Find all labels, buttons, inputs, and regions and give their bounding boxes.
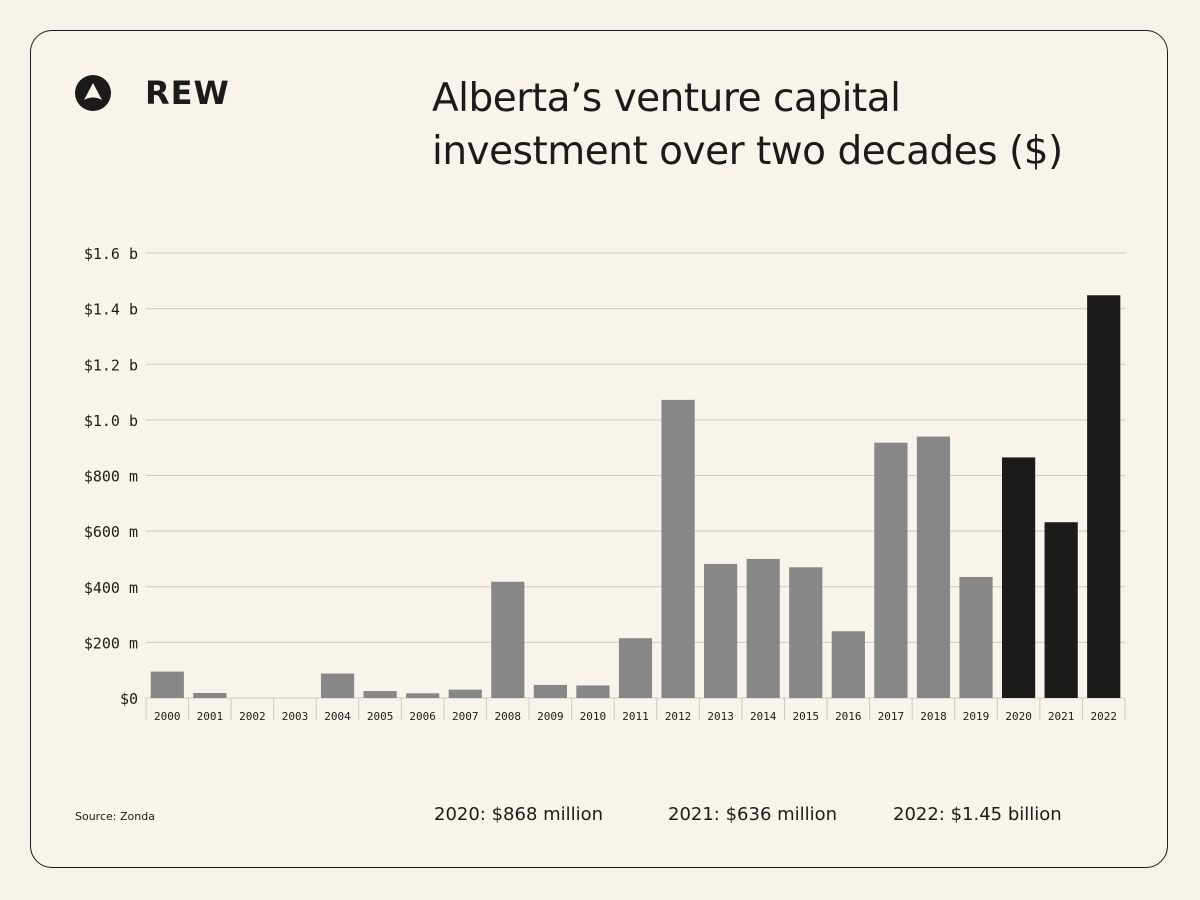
x-tick-label: 2014 bbox=[750, 710, 777, 723]
x-tick-label: 2004 bbox=[324, 710, 351, 723]
y-tick-label: $1.6 b bbox=[84, 245, 138, 263]
bar-2011 bbox=[618, 638, 653, 698]
bar-2010 bbox=[576, 685, 610, 698]
bar-2018 bbox=[916, 436, 951, 698]
x-tick-label: 2019 bbox=[963, 710, 990, 723]
bar-2001 bbox=[193, 692, 227, 698]
x-tick-label: 2015 bbox=[793, 710, 820, 723]
x-tick-label: 2000 bbox=[154, 710, 181, 723]
x-tick-label: 2006 bbox=[409, 710, 436, 723]
bar-2015 bbox=[789, 567, 823, 698]
note-2021: 2021: $636 million bbox=[668, 804, 838, 825]
chart-title: Alberta’s venture capital investment ove… bbox=[432, 72, 1152, 178]
x-tick-label: 2002 bbox=[239, 710, 266, 723]
y-tick-label: $1.4 b bbox=[84, 301, 138, 319]
bar-2000 bbox=[150, 671, 184, 698]
x-tick-label: 2009 bbox=[537, 710, 564, 723]
bar-2017 bbox=[874, 442, 908, 698]
x-tick-label: 2012 bbox=[665, 710, 692, 723]
x-tick-label: 2001 bbox=[197, 710, 224, 723]
note-2020: 2020: $868 million bbox=[434, 804, 604, 825]
x-tick-label: 2008 bbox=[495, 710, 522, 723]
y-tick-label: $400 m bbox=[84, 579, 138, 597]
y-tick-label: $600 m bbox=[84, 523, 138, 541]
bar-2022 bbox=[1087, 295, 1121, 698]
chart-title-line-2: investment over two decades ($) bbox=[432, 129, 1063, 174]
bar-2020 bbox=[1001, 457, 1036, 698]
bar-2013 bbox=[704, 563, 738, 698]
bar-2004 bbox=[320, 673, 355, 698]
x-tick-label: 2021 bbox=[1048, 710, 1075, 723]
bar-2006 bbox=[406, 693, 440, 698]
y-tick-label: $200 m bbox=[84, 634, 138, 652]
bar-2014 bbox=[746, 558, 780, 698]
bar-2019 bbox=[959, 577, 993, 698]
bar-2008 bbox=[491, 581, 525, 698]
bar-2009 bbox=[533, 684, 567, 698]
y-tick-label: $0 bbox=[120, 690, 138, 708]
note-2022: 2022: $1.45 billion bbox=[893, 804, 1062, 825]
y-tick-label: $1.2 b bbox=[84, 356, 138, 374]
bar-2007 bbox=[448, 689, 482, 698]
chart-title-line-1: Alberta’s venture capital bbox=[432, 76, 901, 121]
y-tick-label: $1.0 b bbox=[84, 412, 138, 430]
x-tick-label: 2005 bbox=[367, 710, 394, 723]
bar-2005 bbox=[363, 691, 397, 698]
bar-2012 bbox=[661, 399, 695, 698]
x-tick-label: 2010 bbox=[580, 710, 607, 723]
bar-2016 bbox=[831, 631, 865, 698]
y-tick-label: $800 m bbox=[84, 468, 138, 486]
chart-card bbox=[30, 30, 1168, 868]
bar-2021 bbox=[1044, 522, 1078, 698]
source-note: Source: Zonda bbox=[75, 810, 155, 823]
x-tick-label: 2022 bbox=[1090, 710, 1117, 723]
x-tick-label: 2011 bbox=[622, 710, 649, 723]
x-tick-label: 2007 bbox=[452, 710, 479, 723]
x-tick-label: 2018 bbox=[920, 710, 947, 723]
x-tick-label: 2020 bbox=[1005, 710, 1032, 723]
brand-logo-text: REW bbox=[145, 74, 230, 112]
triangle-in-circle-icon bbox=[75, 75, 111, 111]
x-tick-label: 2003 bbox=[282, 710, 309, 723]
x-tick-label: 2017 bbox=[878, 710, 905, 723]
x-tick-label: 2013 bbox=[707, 710, 734, 723]
x-tick-label: 2016 bbox=[835, 710, 862, 723]
